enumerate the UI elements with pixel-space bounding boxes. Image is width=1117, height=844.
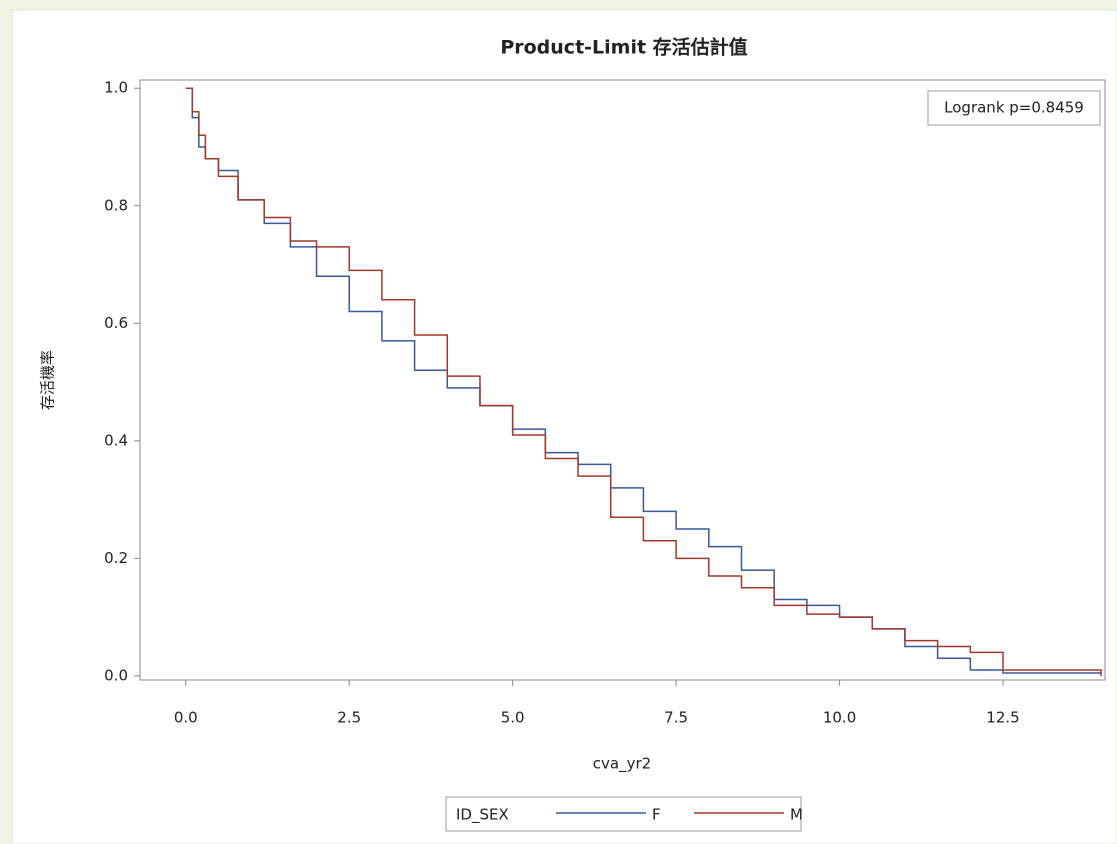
- y-tick-label: 0.4: [104, 431, 128, 449]
- panel: [11, 9, 1117, 844]
- survival-curve: [185, 87, 1102, 676]
- annotation: Logrank p=0.8459: [944, 99, 1084, 117]
- y-tick-label: 1.0: [104, 79, 128, 97]
- y-tick-label: 0.6: [104, 314, 128, 332]
- y-tick-label: 0.0: [104, 666, 128, 684]
- y-tick-label: 0.8: [104, 196, 128, 214]
- legend-title: ID_SEX: [456, 806, 509, 825]
- chart-title: Product-Limit 存活估計值: [500, 36, 747, 59]
- annotation-box: [927, 90, 1101, 126]
- y-axis-label: 存活機率: [39, 350, 57, 410]
- x-axis-label: cva_yr2: [593, 755, 651, 774]
- legend-label: F: [652, 806, 661, 824]
- legend-box: [445, 796, 802, 832]
- x-tick-label: 2.5: [337, 709, 361, 727]
- y-tick-label: 0.2: [104, 549, 128, 567]
- x-tick-label: 7.5: [664, 709, 688, 727]
- x-tick-label: 0.0: [174, 709, 198, 727]
- plot-frame: [139, 79, 1106, 681]
- legend-label: M: [790, 806, 803, 824]
- x-tick-label: 5.0: [501, 709, 525, 727]
- x-tick-label: 10.0: [823, 709, 856, 727]
- x-tick-label: 12.5: [986, 709, 1019, 727]
